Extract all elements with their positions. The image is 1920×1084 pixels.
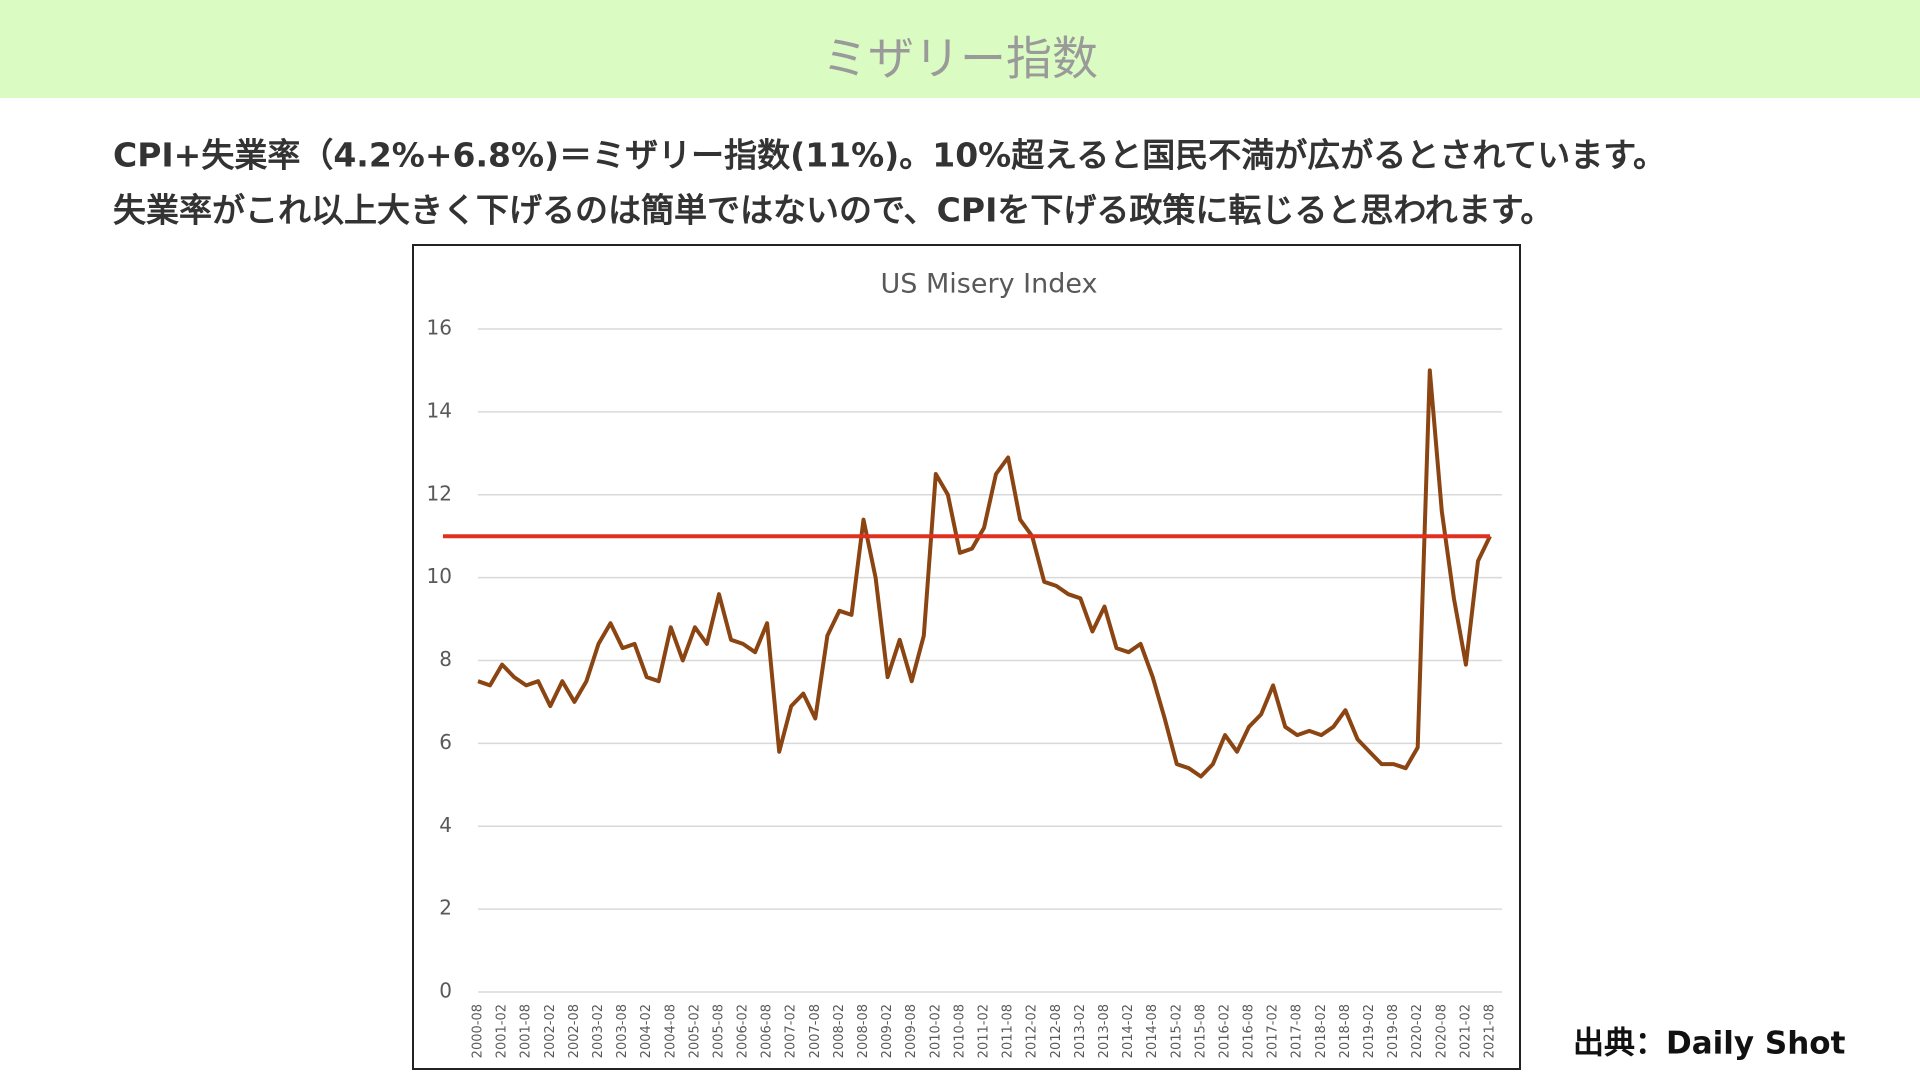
x-tick-label: 2012-08 [1049, 1004, 1064, 1058]
x-tick-label: 2012-02 [1025, 1004, 1040, 1058]
x-tick-label: 2010-02 [928, 1004, 943, 1058]
y-tick-label: 2 [439, 896, 452, 920]
x-tick-label: 2008-02 [832, 1004, 847, 1058]
y-tick-label: 8 [439, 647, 452, 671]
y-tick-label: 0 [439, 979, 452, 1003]
x-tick-label: 2000-08 [471, 1004, 486, 1058]
x-tick-label: 2003-02 [591, 1004, 606, 1058]
data-line [477, 368, 1492, 779]
y-tick-label: 14 [427, 398, 452, 422]
y-tick-label: 12 [427, 481, 452, 505]
x-tick-label: 2008-08 [856, 1004, 871, 1058]
body-line: 失業率がこれ以上大きく下げるのは簡単ではないので、CPIを下げる政策に転じると思… [113, 191, 1553, 230]
x-tick-label: 2007-08 [808, 1004, 823, 1058]
x-tick-label: 2010-08 [952, 1004, 967, 1058]
x-tick-label: 2021-08 [1483, 1004, 1498, 1058]
x-tick-label: 2019-02 [1362, 1004, 1377, 1058]
y-tick-label: 6 [439, 730, 452, 754]
x-tick-label: 2006-02 [736, 1004, 751, 1058]
x-tick-label: 2014-02 [1121, 1004, 1136, 1058]
x-tick-label: 2011-02 [977, 1004, 992, 1058]
x-tick-label: 2009-08 [904, 1004, 919, 1058]
chart-frame [412, 244, 1521, 1070]
header-band [0, 0, 1920, 98]
x-tick-label: 2011-08 [1001, 1004, 1016, 1058]
x-tick-label: 2013-08 [1097, 1004, 1112, 1058]
chart-title: US Misery Index [881, 269, 1098, 300]
x-tick-label: 2016-08 [1242, 1004, 1257, 1058]
x-tick-label: 2003-08 [615, 1004, 630, 1058]
x-tick-label: 2015-08 [1193, 1004, 1208, 1058]
y-tick-label: 10 [427, 564, 452, 588]
x-tick-label: 2019-08 [1386, 1004, 1401, 1058]
x-tick-label: 2005-02 [687, 1004, 702, 1058]
x-tick-label: 2021-02 [1458, 1004, 1473, 1058]
x-tick-label: 2020-02 [1410, 1004, 1425, 1058]
x-tick-label: 2020-08 [1434, 1004, 1449, 1058]
body-line: CPI+失業率（4.2%+6.8%)＝ミザリー指数(11%)。10%超えると国民… [113, 136, 1666, 175]
source: 出典：Daily Shot [1573, 1026, 1846, 1062]
x-tick-label: 2017-08 [1290, 1004, 1305, 1058]
x-tick-label: 2007-02 [784, 1004, 799, 1058]
y-tick-label: 4 [439, 813, 452, 837]
x-tick-label: 2006-08 [760, 1004, 775, 1058]
x-tick-label: 2001-02 [495, 1004, 510, 1058]
x-tick-label: 2004-08 [663, 1004, 678, 1058]
x-tick-label: 2004-02 [639, 1004, 654, 1058]
x-tick-label: 2002-02 [543, 1004, 558, 1058]
x-tick-label: 2015-02 [1169, 1004, 1184, 1058]
x-tick-label: 2017-02 [1266, 1004, 1281, 1058]
y-tick-label: 16 [427, 316, 452, 340]
x-tick-label: 2001-08 [519, 1004, 534, 1058]
header-title: ミザリー指数 [822, 32, 1098, 86]
x-tick-label: 2002-08 [567, 1004, 582, 1058]
x-tick-label: 2005-08 [711, 1004, 726, 1058]
x-tick-label: 2018-08 [1338, 1004, 1353, 1058]
x-tick-label: 2009-02 [880, 1004, 895, 1058]
x-tick-label: 2016-02 [1217, 1004, 1232, 1058]
x-tick-label: 2018-02 [1314, 1004, 1329, 1058]
x-tick-label: 2013-02 [1073, 1004, 1088, 1058]
x-tick-label: 2014-08 [1145, 1004, 1160, 1058]
